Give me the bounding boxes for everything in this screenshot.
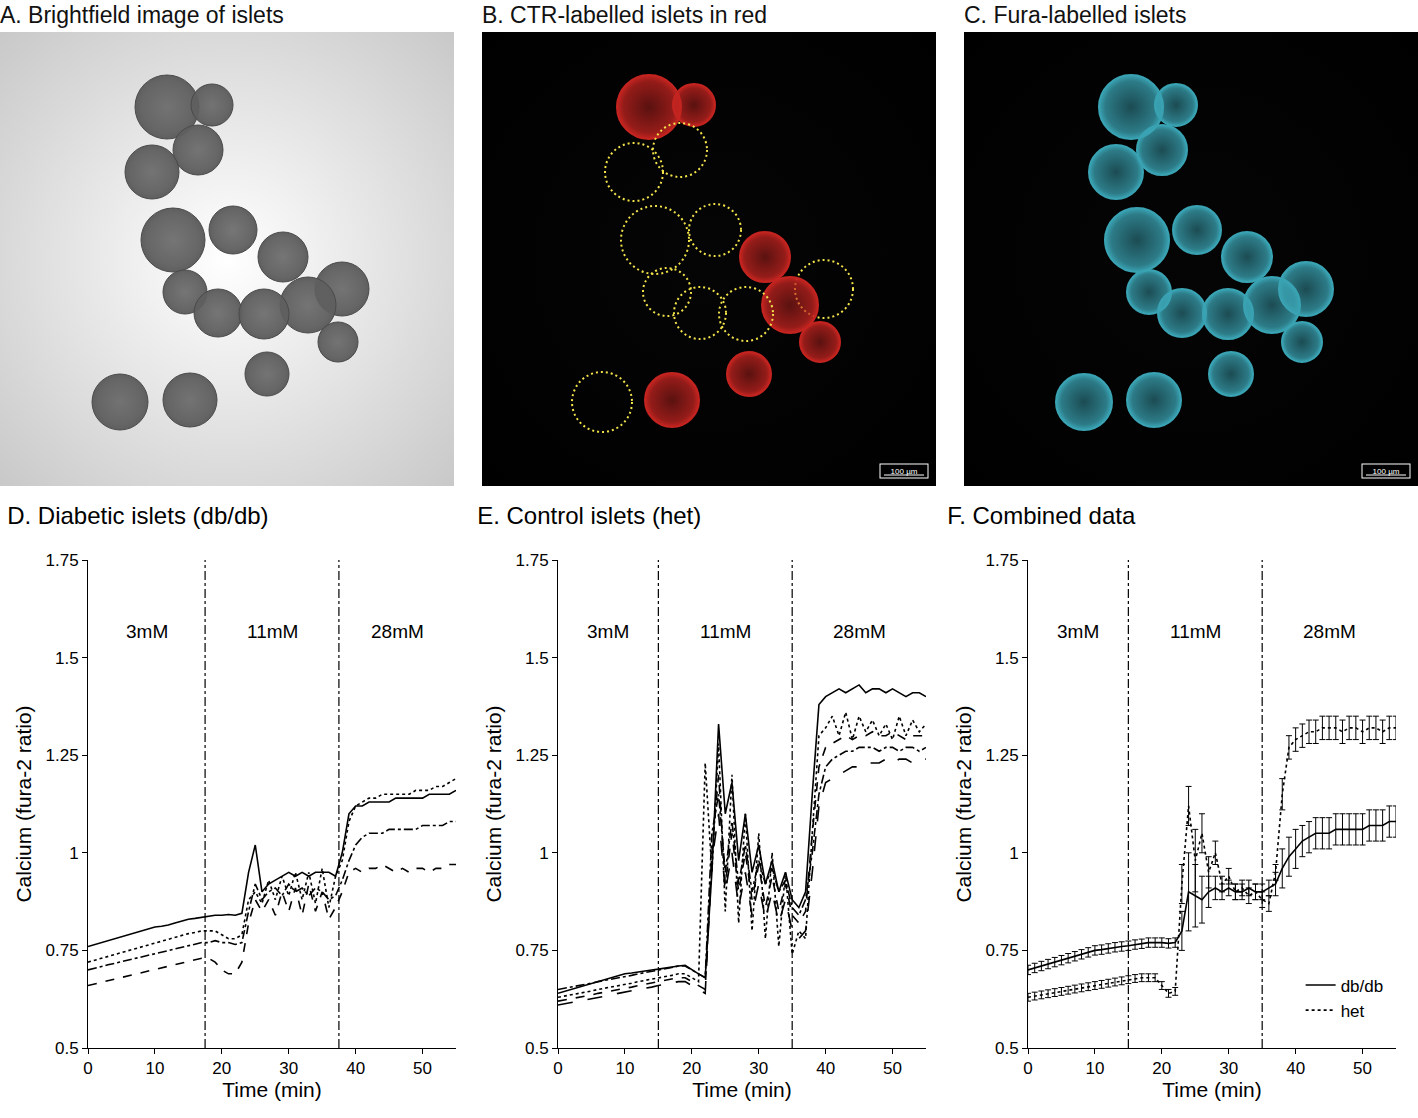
svg-text:D. Diabetic islets (db/db): D. Diabetic islets (db/db)	[7, 502, 268, 529]
svg-text:Calcium (fura-2 ratio): Calcium (fura-2 ratio)	[482, 705, 505, 902]
svg-text:50: 50	[413, 1059, 432, 1078]
svg-text:Time (min): Time (min)	[1162, 1078, 1262, 1101]
svg-text:1.5: 1.5	[55, 649, 79, 668]
svg-text:30: 30	[279, 1059, 298, 1078]
html-text:C. Fura-labelled islets: C. Fura-labelled islets	[964, 2, 1187, 28]
svg-text:Time (min): Time (min)	[692, 1078, 792, 1101]
svg-text:40: 40	[346, 1059, 365, 1078]
svg-text:28mM: 28mM	[1303, 621, 1356, 642]
svg-text:1.5: 1.5	[995, 649, 1019, 668]
svg-text:20: 20	[1152, 1059, 1171, 1078]
svg-text:28mM: 28mM	[371, 621, 424, 642]
svg-text:1.75: 1.75	[516, 551, 549, 570]
svg-text:1.25: 1.25	[46, 746, 79, 765]
svg-text:Calcium (fura-2 ratio): Calcium (fura-2 ratio)	[952, 705, 975, 902]
svg-text:0.75: 0.75	[986, 941, 1019, 960]
svg-text:0: 0	[1023, 1059, 1032, 1078]
svg-text:50: 50	[883, 1059, 902, 1078]
svg-text:50: 50	[1353, 1059, 1372, 1078]
svg-text:100 µm: 100 µm	[1373, 467, 1400, 476]
svg-text:1.75: 1.75	[986, 551, 1019, 570]
svg-text:Time (min): Time (min)	[222, 1078, 322, 1101]
svg-text:30: 30	[1219, 1059, 1238, 1078]
svg-text:3mM: 3mM	[126, 621, 168, 642]
svg-text:10: 10	[1085, 1059, 1104, 1078]
svg-text:3mM: 3mM	[587, 621, 629, 642]
svg-text:0: 0	[83, 1059, 92, 1078]
svg-text:0.5: 0.5	[55, 1039, 79, 1058]
svg-text:0.5: 0.5	[995, 1039, 1019, 1058]
svg-text:10: 10	[615, 1059, 634, 1078]
svg-text:0.75: 0.75	[516, 941, 549, 960]
svg-text:1: 1	[539, 844, 548, 863]
svg-text:40: 40	[1286, 1059, 1305, 1078]
svg-text:1: 1	[1009, 844, 1018, 863]
svg-text:11mM: 11mM	[700, 621, 751, 642]
svg-text:1.75: 1.75	[46, 551, 79, 570]
svg-text:10: 10	[145, 1059, 164, 1078]
svg-text:30: 30	[749, 1059, 768, 1078]
svg-text:20: 20	[212, 1059, 231, 1078]
svg-text:1: 1	[69, 844, 78, 863]
svg-text:0: 0	[553, 1059, 562, 1078]
svg-text:1.25: 1.25	[516, 746, 549, 765]
svg-text:F. Combined data: F. Combined data	[947, 502, 1136, 529]
html-text:B. CTR-labelled islets in red: B. CTR-labelled islets in red	[482, 2, 768, 28]
svg-text:11mM: 11mM	[1170, 621, 1221, 642]
html-text:A. Brightfield image of islets: A. Brightfield image of islets	[0, 2, 284, 28]
svg-text:1.5: 1.5	[525, 649, 549, 668]
svg-text:1.25: 1.25	[986, 746, 1019, 765]
svg-text:0.5: 0.5	[525, 1039, 549, 1058]
svg-text:40: 40	[816, 1059, 835, 1078]
svg-text:28mM: 28mM	[833, 621, 886, 642]
svg-text:3mM: 3mM	[1057, 621, 1099, 642]
svg-text:Calcium (fura-2 ratio): Calcium (fura-2 ratio)	[12, 705, 35, 902]
svg-text:E. Control islets (het): E. Control islets (het)	[477, 502, 701, 529]
svg-text:0.75: 0.75	[46, 941, 79, 960]
svg-text:11mM: 11mM	[247, 621, 298, 642]
svg-text:100 µm: 100 µm	[891, 467, 918, 476]
svg-text:20: 20	[682, 1059, 701, 1078]
svg-text:db/db: db/db	[1341, 977, 1384, 996]
svg-text:het: het	[1341, 1002, 1365, 1021]
